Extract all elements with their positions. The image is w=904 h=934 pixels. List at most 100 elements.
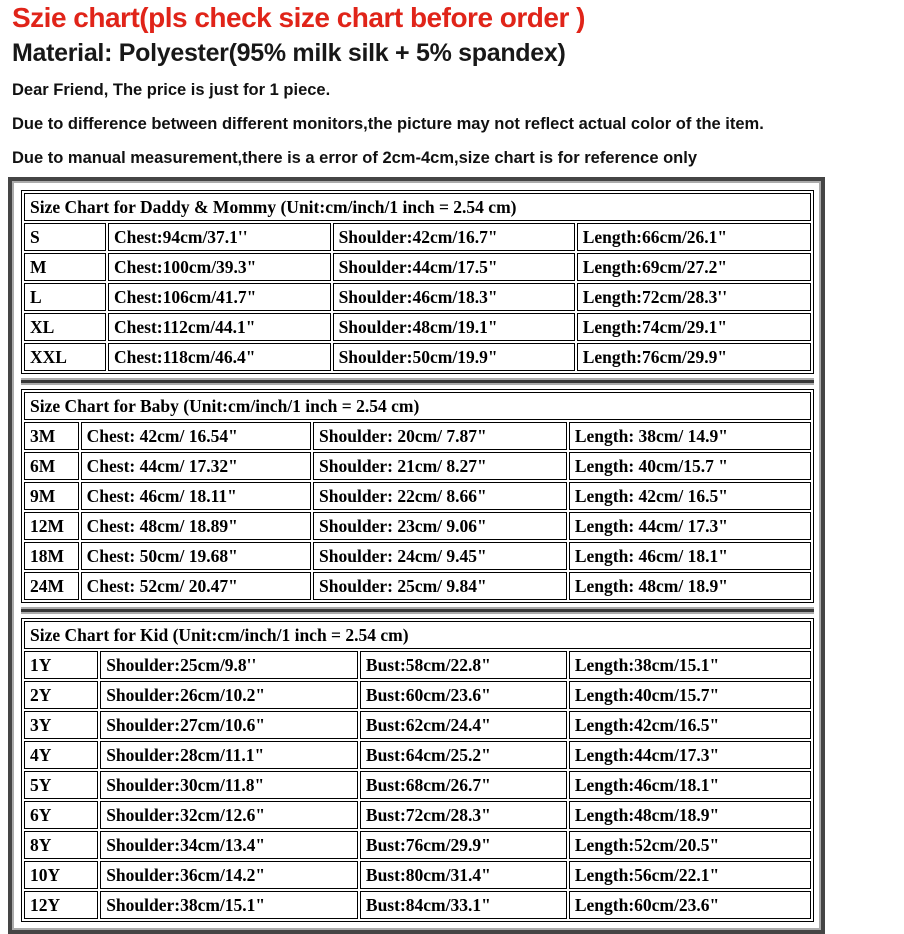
- measurement-cell: Shoulder:42cm/16.7": [332, 223, 575, 251]
- measurement-cell: Bust:76cm/29.9": [359, 831, 567, 859]
- size-label: 12M: [24, 512, 79, 540]
- table-title: Size Chart for Baby (Unit:cm/inch/1 inch…: [24, 392, 811, 420]
- table-row: 3M Chest: 42cm/ 16.54" Shoulder: 20cm/ 7.8…: [24, 422, 811, 450]
- table-title: Size Chart for Daddy & Mommy (Unit:cm/in…: [24, 193, 811, 221]
- size-chart-frame: Size Chart for Daddy & Mommy (Unit:cm/in…: [8, 177, 825, 934]
- measurement-cell: Length:40cm/15.7": [568, 681, 811, 709]
- size-table-daddy-mommy: Size Chart for Daddy & Mommy (Unit:cm/in…: [21, 190, 814, 374]
- measurement-cell: Shoulder:25cm/9.8'': [100, 651, 358, 679]
- size-label: XXL: [24, 343, 106, 371]
- measurement-cell: Length:46cm/18.1": [568, 771, 811, 799]
- measurement-cell: Length:44cm/17.3": [568, 741, 811, 769]
- measurement-cell: Length:72cm/28.3'': [576, 283, 811, 311]
- measurement-cell: Bust:84cm/33.1": [359, 891, 567, 919]
- measurement-cell: Shoulder: 25cm/ 9.84": [313, 572, 567, 600]
- measurement-cell: Chest: 52cm/ 20.47": [80, 572, 312, 600]
- size-table-baby: Size Chart for Baby (Unit:cm/inch/1 inch…: [21, 389, 814, 603]
- measurement-cell: Bust:72cm/28.3": [359, 801, 567, 829]
- table-header-row: Size Chart for Kid (Unit:cm/inch/1 inch …: [24, 621, 811, 649]
- measurement-cell: Bust:62cm/24.4": [359, 711, 567, 739]
- table-row: L Chest:106cm/41.7" Shoulder:46cm/18.3" Len…: [24, 283, 811, 311]
- page-title: Szie chart(pls check size chart before o…: [12, 2, 585, 33]
- table-row: 1Y Shoulder:25cm/9.8'' Bust:58cm/22.8" Leng…: [24, 651, 811, 679]
- size-label: 1Y: [24, 651, 99, 679]
- measurement-cell: Length:56cm/22.1": [568, 861, 811, 889]
- measurement-cell: Bust:68cm/26.7": [359, 771, 567, 799]
- measurement-cell: Length:52cm/20.5": [568, 831, 811, 859]
- measurement-cell: Length: 40cm/15.7 ": [568, 452, 811, 480]
- size-label: 12Y: [24, 891, 99, 919]
- measurement-cell: Shoulder:34cm/13.4": [100, 831, 358, 859]
- measurement-cell: Bust:64cm/25.2": [359, 741, 567, 769]
- table-row: 4Y Shoulder:28cm/11.1" Bust:64cm/25.2" Leng…: [24, 741, 811, 769]
- size-label: M: [24, 253, 106, 281]
- table-row: 18M Chest: 50cm/ 19.68" Shoulder: 24cm/ 9.…: [24, 542, 811, 570]
- table-row: 9M Chest: 46cm/ 18.11" Shoulder: 22cm/ 8.6…: [24, 482, 811, 510]
- table-row: 24M Chest: 52cm/ 20.47" Shoulder: 25cm/ 9.…: [24, 572, 811, 600]
- measurement-cell: Shoulder: 20cm/ 7.87": [313, 422, 567, 450]
- measurement-cell: Bust:58cm/22.8": [359, 651, 567, 679]
- measurement-cell: Shoulder:26cm/10.2": [100, 681, 358, 709]
- measurement-cell: Length:60cm/23.6": [568, 891, 811, 919]
- measurement-cell: Shoulder: 22cm/ 8.66": [313, 482, 567, 510]
- table-row: XL Chest:112cm/44.1" Shoulder:48cm/19.1" Le…: [24, 313, 811, 341]
- note-monitor-color: Due to difference between different moni…: [12, 115, 764, 133]
- measurement-cell: Chest:112cm/44.1": [108, 313, 331, 341]
- measurement-cell: Chest:106cm/41.7": [108, 283, 331, 311]
- measurement-cell: Shoulder:48cm/19.1": [332, 313, 575, 341]
- measurement-cell: Shoulder:50cm/19.9": [332, 343, 575, 371]
- table-row: 5Y Shoulder:30cm/11.8" Bust:68cm/26.7" Leng…: [24, 771, 811, 799]
- measurement-cell: Shoulder:27cm/10.6": [100, 711, 358, 739]
- table-header-row: Size Chart for Baby (Unit:cm/inch/1 inch…: [24, 392, 811, 420]
- note-measurement-error: Due to manual measurement,there is a err…: [12, 149, 697, 167]
- size-label: 24M: [24, 572, 79, 600]
- size-label: 9M: [24, 482, 79, 510]
- size-label: 8Y: [24, 831, 99, 859]
- measurement-cell: Length: 48cm/ 18.9": [568, 572, 811, 600]
- size-label: 2Y: [24, 681, 99, 709]
- measurement-cell: Shoulder:30cm/11.8": [100, 771, 358, 799]
- measurement-cell: Shoulder: 23cm/ 9.06": [313, 512, 567, 540]
- measurement-cell: Length: 42cm/ 16.5": [568, 482, 811, 510]
- size-label: 6Y: [24, 801, 99, 829]
- size-label: XL: [24, 313, 106, 341]
- size-label: 5Y: [24, 771, 99, 799]
- size-label: 3Y: [24, 711, 99, 739]
- measurement-cell: Length:66cm/26.1": [576, 223, 811, 251]
- size-label: 6M: [24, 452, 79, 480]
- table-header-row: Size Chart for Daddy & Mommy (Unit:cm/in…: [24, 193, 811, 221]
- measurement-cell: Length:42cm/16.5": [568, 711, 811, 739]
- measurement-cell: Chest: 42cm/ 16.54": [80, 422, 312, 450]
- measurement-cell: Bust:60cm/23.6": [359, 681, 567, 709]
- measurement-cell: Shoulder:46cm/18.3": [332, 283, 575, 311]
- measurement-cell: Shoulder:38cm/15.1": [100, 891, 358, 919]
- measurement-cell: Bust:80cm/31.4": [359, 861, 567, 889]
- table-title: Size Chart for Kid (Unit:cm/inch/1 inch …: [24, 621, 811, 649]
- measurement-cell: Chest: 48cm/ 18.89": [80, 512, 312, 540]
- measurement-cell: Length:48cm/18.9": [568, 801, 811, 829]
- table-row: 8Y Shoulder:34cm/13.4" Bust:76cm/29.9" Leng…: [24, 831, 811, 859]
- measurement-cell: Length: 46cm/ 18.1": [568, 542, 811, 570]
- table-row: 12M Chest: 48cm/ 18.89" Shoulder: 23cm/ 9.…: [24, 512, 811, 540]
- measurement-cell: Shoulder: 21cm/ 8.27": [313, 452, 567, 480]
- measurement-cell: Length: 38cm/ 14.9": [568, 422, 811, 450]
- table-row: M Chest:100cm/39.3" Shoulder:44cm/17.5" Len…: [24, 253, 811, 281]
- table-row: 10Y Shoulder:36cm/14.2" Bust:80cm/31.4" Len…: [24, 861, 811, 889]
- table-row: 6M Chest: 44cm/ 17.32" Shoulder: 21cm/ 8.2…: [24, 452, 811, 480]
- material-line: Material: Polyester(95% milk silk + 5% s…: [12, 39, 566, 67]
- table-row: 2Y Shoulder:26cm/10.2" Bust:60cm/23.6" Leng…: [24, 681, 811, 709]
- size-label: 4Y: [24, 741, 99, 769]
- measurement-cell: Shoulder:28cm/11.1": [100, 741, 358, 769]
- note-price: Dear Friend, The price is just for 1 pie…: [12, 81, 331, 99]
- measurement-cell: Chest: 50cm/ 19.68": [80, 542, 312, 570]
- measurement-cell: Shoulder:32cm/12.6": [100, 801, 358, 829]
- measurement-cell: Length: 44cm/ 17.3": [568, 512, 811, 540]
- table-divider: [21, 607, 814, 614]
- table-row: XXL Chest:118cm/46.4" Shoulder:50cm/19.9" L…: [24, 343, 811, 371]
- measurement-cell: Shoulder:36cm/14.2": [100, 861, 358, 889]
- table-row: S Chest:94cm/37.1'' Shoulder:42cm/16.7" Len…: [24, 223, 811, 251]
- table-row: 12Y Shoulder:38cm/15.1" Bust:84cm/33.1" Len…: [24, 891, 811, 919]
- size-label: S: [24, 223, 106, 251]
- measurement-cell: Shoulder: 24cm/ 9.45": [313, 542, 567, 570]
